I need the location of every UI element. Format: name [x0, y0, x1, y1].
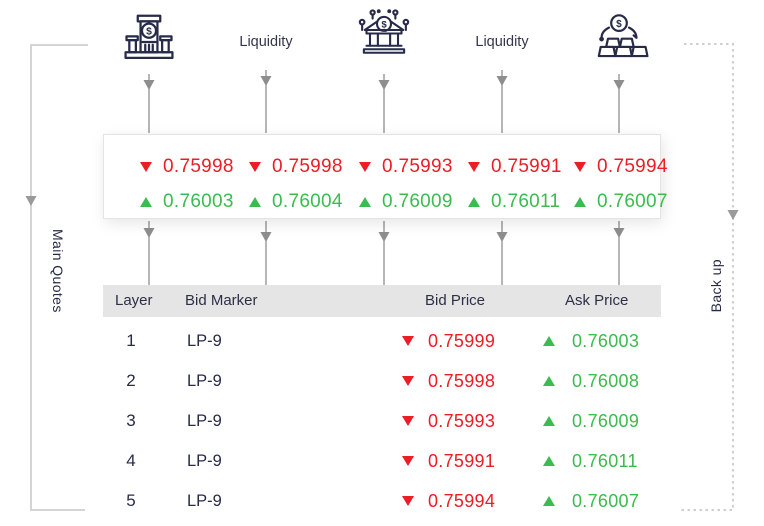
bid-down-icon — [468, 162, 480, 172]
liquidity-label-2: Liquidity — [475, 34, 529, 50]
bid-marker-cell: LP-9 — [187, 491, 222, 510]
layer-cell: 4 — [126, 451, 136, 470]
central-bank-icon: $ — [124, 14, 174, 59]
backup-arrow-icon — [727, 210, 739, 220]
liquidity-label-1: Liquidity — [239, 34, 293, 50]
ask-up-icon — [543, 456, 555, 466]
ask-up-icon — [543, 496, 555, 506]
ask-up-icon — [249, 197, 261, 207]
svg-text:$: $ — [381, 19, 387, 30]
layer-cell: 3 — [126, 411, 136, 430]
ask-up-icon — [359, 197, 371, 207]
ask-up-icon — [543, 336, 555, 346]
bid-down-icon — [402, 456, 414, 466]
bid-price-header: Bid Price — [425, 292, 486, 309]
table-row: 3 LP-9 0.75993 0.76009 — [103, 401, 661, 441]
bid-down-icon — [402, 376, 414, 386]
layer-cell: 5 — [126, 491, 136, 510]
bid-price-cell: 0.75994 — [402, 481, 495, 521]
bid-down-icon — [359, 162, 371, 172]
ask-quote: 0.76004 — [249, 191, 343, 213]
aggregated-quotes-box: 0.75998 0.76003 0.75998 0.76004 0.75993 … — [103, 134, 667, 219]
bid-marker-cell: LP-9 — [187, 371, 222, 390]
bid-price-cell: 0.75993 — [402, 401, 495, 441]
bid-price-cell: 0.75991 — [402, 441, 495, 481]
bid-down-icon — [402, 416, 414, 426]
bid-marker-cell: LP-9 — [187, 331, 222, 350]
source-arrowheads — [143, 76, 625, 90]
ask-up-icon — [140, 197, 152, 207]
ask-quote: 0.76003 — [140, 191, 234, 213]
svg-text:$: $ — [616, 19, 622, 30]
bid-down-icon — [402, 336, 414, 346]
source-to-quotes-arrows — [148, 70, 620, 133]
bid-quote: 0.75998 — [249, 156, 343, 178]
bid-quote: 0.75993 — [359, 156, 453, 178]
ask-up-icon — [543, 376, 555, 386]
bid-price-cell: 0.75998 — [402, 361, 495, 401]
bid-price-cell: 0.75999 — [402, 321, 495, 361]
layer-header: Layer — [115, 292, 153, 309]
ask-price-header: Ask Price — [565, 292, 629, 309]
ask-up-icon — [574, 197, 586, 207]
ask-up-icon — [543, 416, 555, 426]
quote-column: 0.75998 0.76004 — [249, 156, 343, 213]
bid-quote: 0.75994 — [574, 156, 668, 178]
main-quotes-label: Main Quotes — [50, 229, 66, 313]
ask-price-cell: 0.76008 — [543, 361, 639, 401]
backup-label: Back up — [708, 259, 724, 313]
table-arrowheads — [143, 228, 625, 242]
quote-column: 0.75993 0.76009 — [359, 156, 453, 213]
ask-price-cell: 0.76007 — [543, 481, 639, 521]
bid-marker-cell: LP-9 — [187, 451, 222, 470]
bid-down-icon — [140, 162, 152, 172]
backup-bracket-line — [680, 43, 734, 511]
bid-down-icon — [402, 496, 414, 506]
bid-marker-cell: LP-9 — [187, 411, 222, 430]
layer-cell: 2 — [126, 371, 136, 390]
bid-quote: 0.75991 — [468, 156, 562, 178]
bid-down-icon — [249, 162, 261, 172]
quotes-to-table-arrows — [148, 221, 620, 285]
ask-quote: 0.76007 — [574, 191, 668, 213]
table-row: 5 LP-9 0.75994 0.76007 — [103, 481, 661, 521]
ask-price-cell: 0.76011 — [543, 441, 638, 481]
main-quotes-arrow-icon — [25, 196, 37, 206]
ask-up-icon — [468, 197, 480, 207]
bid-quote: 0.75998 — [140, 156, 234, 178]
ask-quote: 0.76011 — [468, 191, 562, 213]
bid-down-icon — [574, 162, 586, 172]
ask-quote: 0.76009 — [359, 191, 453, 213]
svg-text:$: $ — [146, 26, 152, 37]
layer-cell: 1 — [126, 331, 136, 350]
table-header: Layer Bid Marker Bid Price Ask Price — [103, 285, 661, 317]
ask-price-cell: 0.76003 — [543, 321, 639, 361]
quote-column: 0.75991 0.76011 — [468, 156, 562, 213]
table-body: 1 LP-9 0.75999 0.76003 2 LP-9 0.75998 0.… — [103, 321, 661, 521]
bank-with-coins-icon: $ — [358, 9, 410, 54]
gold-bars-icon: $ — [597, 14, 649, 58]
ask-price-cell: 0.76009 — [543, 401, 639, 441]
quote-column: 0.75998 0.76003 — [140, 156, 234, 213]
table-row: 4 LP-9 0.75991 0.76011 — [103, 441, 661, 481]
quote-column: 0.75994 0.76007 — [574, 156, 668, 213]
table-row: 2 LP-9 0.75998 0.76008 — [103, 361, 661, 401]
bid-marker-header: Bid Marker — [185, 292, 258, 309]
table-row: 1 LP-9 0.75999 0.76003 — [103, 321, 661, 361]
